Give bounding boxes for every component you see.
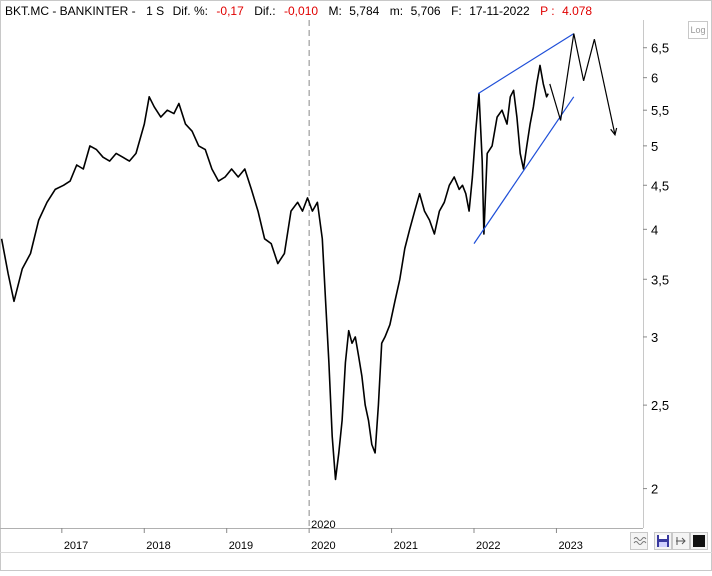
- log-button[interactable]: Log: [688, 21, 708, 39]
- projection-arrowhead: [610, 127, 618, 137]
- max-value: 5,784: [349, 4, 379, 18]
- save-button[interactable]: [654, 532, 672, 550]
- y-tick-label: 3,5: [651, 272, 669, 287]
- x-tick-label: 2020: [311, 540, 335, 552]
- y-tick-label: 5,5: [651, 103, 669, 118]
- symbol-name: BKT.MC - BANKINTER -: [5, 4, 136, 18]
- color-button[interactable]: [690, 532, 708, 550]
- scroll-button[interactable]: [630, 532, 648, 550]
- y-tick-label: 6: [651, 71, 658, 86]
- dif-pct-label: Dif. %:: [173, 4, 208, 18]
- x-tick-label: 2021: [394, 540, 418, 552]
- expand-button[interactable]: [672, 532, 690, 550]
- x-tick-label: 2018: [146, 540, 170, 552]
- marker-label: 2020: [311, 519, 335, 531]
- x-axis-ticks: 2017 2018 2019 2020 2021 2022 2023: [61, 528, 583, 552]
- projection-line: [549, 33, 616, 135]
- y-tick-label: 2: [651, 482, 658, 497]
- expand-arrows-icon: [676, 537, 686, 545]
- p-value: 4.078: [562, 4, 592, 18]
- timeframe: 1 S: [146, 4, 164, 18]
- date-value: 17-11-2022: [469, 4, 530, 18]
- dif-value: -0,010: [284, 4, 318, 18]
- date-label: F:: [451, 4, 462, 18]
- dif-pct-value: -0,17: [216, 4, 244, 18]
- max-label: M:: [329, 4, 342, 18]
- y-tick-label: 5: [651, 139, 658, 154]
- x-tick-label: 2017: [64, 540, 88, 552]
- dif-label: Dif.:: [254, 4, 275, 18]
- x-tick-label: 2019: [229, 540, 253, 552]
- year-marker: 2020: [308, 20, 336, 531]
- p-label: P :: [540, 4, 554, 18]
- y-tick-label: 4,5: [651, 178, 669, 193]
- save-icon: [657, 535, 669, 547]
- price-line: [0, 64, 549, 481]
- y-tick-label: 6,5: [651, 41, 669, 56]
- price-series: [0, 64, 549, 481]
- min-label: m:: [390, 4, 403, 18]
- projection-path: [549, 33, 618, 137]
- log-button-label: Log: [690, 25, 705, 35]
- channel-lower-line: [473, 96, 575, 244]
- min-value: 5,706: [411, 4, 441, 18]
- wave-icon: [633, 537, 647, 545]
- channel-lines: [473, 33, 575, 244]
- header-line: BKT.MC - BANKINTER - 1 S Dif. %: -0,17 D…: [5, 2, 592, 19]
- y-axis-ticks: 2 2,5 3 3,5 4 4,5 5 5,5 6 6,5: [643, 41, 669, 497]
- color-swatch-icon: [693, 535, 705, 547]
- y-tick-label: 4: [651, 222, 658, 237]
- y-tick-label: 3: [651, 330, 658, 345]
- x-tick-label: 2023: [558, 540, 582, 552]
- channel-upper-line: [477, 33, 575, 95]
- x-tick-label: 2022: [476, 540, 500, 552]
- y-tick-label: 2,5: [651, 398, 669, 413]
